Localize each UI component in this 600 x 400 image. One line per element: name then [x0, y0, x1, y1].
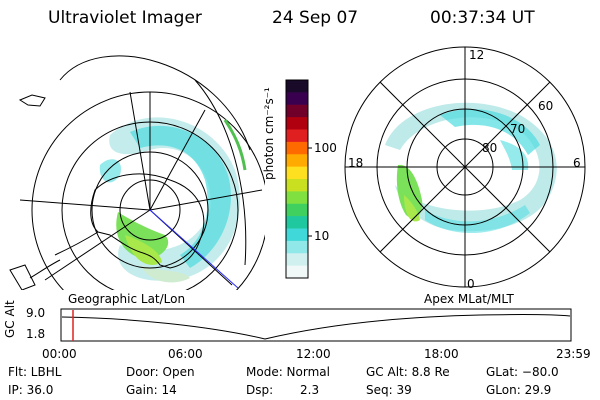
colorbar-segment [286, 92, 308, 106]
timeline-axis-label: GC Alt [3, 300, 17, 338]
mlt-label-12: 12 [469, 48, 484, 62]
right-map-label: Apex MLat/MLT [424, 292, 514, 306]
magnetic-polar-map: 12 18 6 0 60 70 80 [344, 46, 586, 291]
colorbar-unit: photon cm⁻²s⁻¹ [262, 87, 276, 180]
polar-grid [344, 46, 586, 288]
mlat-label-70: 70 [510, 122, 525, 136]
colorbar-segment [286, 240, 308, 254]
seq-readout: Seq: 39 [366, 383, 412, 397]
mlt-label-0: 0 [467, 277, 475, 291]
timeline-ytick-low: 1.8 [26, 327, 46, 341]
colorbar-segment [286, 141, 308, 155]
timeline-xtick-0000: 00:00 [42, 347, 77, 361]
colorbar-segment [286, 191, 308, 205]
timeline-xtick-2359: 23:59 [556, 347, 591, 361]
colorbar-segment [286, 203, 308, 217]
timeline-xtick-1200: 12:00 [296, 347, 331, 361]
geographic-map [9, 55, 265, 290]
dayglow-edge [223, 119, 247, 171]
mode-readout: Mode: Normal [246, 365, 330, 379]
door-readout: Door: Open [126, 365, 195, 379]
auroral-oval [385, 102, 557, 234]
date-label: 24 Sep 07 [272, 8, 359, 28]
coastline [9, 94, 205, 290]
colorbar-tick-100: 100 [314, 141, 337, 155]
filter-readout: Flt: LBHL [8, 365, 62, 379]
colorbar-segment [286, 216, 308, 229]
colorbar [285, 79, 312, 279]
mlt-label-6: 6 [573, 156, 581, 170]
colorbar-segment [286, 129, 308, 143]
altitude-timeline [60, 308, 572, 342]
colorbar-segment [286, 80, 308, 93]
time-label: 00:37:34 UT [430, 8, 535, 28]
mlt-label-18: 18 [348, 156, 363, 170]
gc-alt-readout: GC Alt: 8.8 Re [366, 365, 450, 379]
mlat-label-60: 60 [538, 99, 553, 113]
emission-region [99, 117, 240, 283]
track-line [149, 209, 239, 289]
colorbar-segment [286, 154, 308, 168]
timeline-ytick-high: 9.0 [26, 306, 46, 320]
graticule [19, 55, 265, 290]
colorbar-segment [286, 179, 308, 192]
dsp-label: Dsp: [246, 383, 274, 397]
timeline-xtick-0600: 06:00 [168, 347, 203, 361]
dsp-value: 2.3 [300, 383, 320, 397]
timeline-xtick-1800: 18:00 [424, 347, 459, 361]
colorbar-segment [286, 117, 308, 130]
glat-readout: GLat: −80.0 [486, 365, 559, 379]
colorbar-tick-10: 10 [314, 229, 330, 243]
colorbar-segment [286, 265, 308, 279]
colorbar-segment [286, 104, 308, 118]
mlat-label-80: 80 [482, 141, 497, 155]
colorbar-segment [286, 166, 308, 180]
ip-readout: IP: 36.0 [8, 383, 54, 397]
gain-readout: Gain: 14 [126, 383, 177, 397]
colorbar-segment [286, 253, 308, 267]
glon-readout: GLon: 29.9 [486, 383, 552, 397]
altitude-curve [61, 314, 571, 340]
instrument-title: Ultraviolet Imager [48, 8, 202, 28]
colorbar-segment [286, 228, 308, 242]
left-map-label: Geographic Lat/Lon [68, 292, 186, 306]
